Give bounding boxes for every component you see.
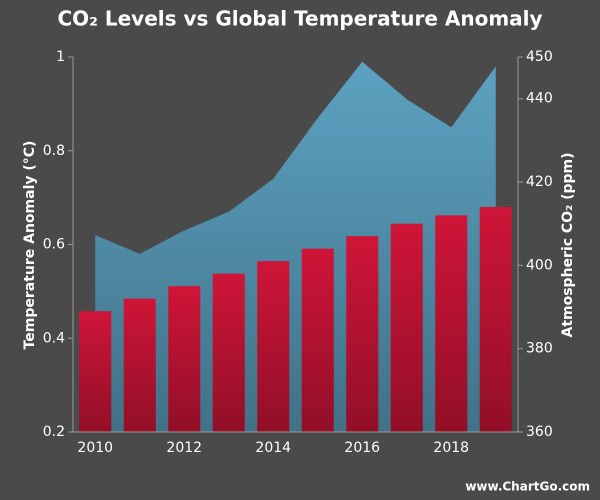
y-axis-title: Temperature Anomaly (°C) xyxy=(22,141,38,350)
y2-tick-label: 420 xyxy=(526,174,553,190)
bar-shade xyxy=(301,248,334,432)
bar-shade xyxy=(435,215,468,432)
chart-title: CO₂ Levels vs Global Temperature Anomaly xyxy=(57,7,542,31)
y2-tick-label: 360 xyxy=(526,424,553,440)
x-tick-label: 2010 xyxy=(77,440,113,456)
y2-tick-label: 450 xyxy=(526,49,553,65)
y-tick-label: 0.2 xyxy=(43,424,65,440)
bar-shade xyxy=(390,223,423,432)
y2-axis-title: Atmospheric CO₂ (ppm) xyxy=(560,152,576,337)
x-tick-label: 2018 xyxy=(433,440,469,456)
y-tick-label: 0.4 xyxy=(43,330,65,346)
x-tick-label: 2016 xyxy=(344,440,380,456)
y-tick-label: 1 xyxy=(56,49,65,65)
y2-tick-label: 400 xyxy=(526,257,553,273)
y-tick-label: 0.8 xyxy=(43,143,65,159)
y2-tick-label: 380 xyxy=(526,341,553,357)
bar-shade xyxy=(79,311,112,432)
y2-tick-label: 440 xyxy=(526,91,553,107)
watermark: www.ChartGo.com xyxy=(465,480,590,494)
bar-shade xyxy=(257,261,290,432)
x-tick-label: 2012 xyxy=(166,440,202,456)
y-tick-label: 0.6 xyxy=(43,237,65,253)
bar-shade xyxy=(346,236,379,432)
bar-shade xyxy=(212,273,245,432)
bar-shade xyxy=(168,286,201,432)
plot-area: 0.2 0.4 0.6 0.8 1 360 380 400 420 440 450 2010 2012 2… xyxy=(43,49,553,456)
bar-shade xyxy=(123,298,156,432)
x-tick-label: 2014 xyxy=(255,440,291,456)
bar-shade xyxy=(479,207,512,432)
